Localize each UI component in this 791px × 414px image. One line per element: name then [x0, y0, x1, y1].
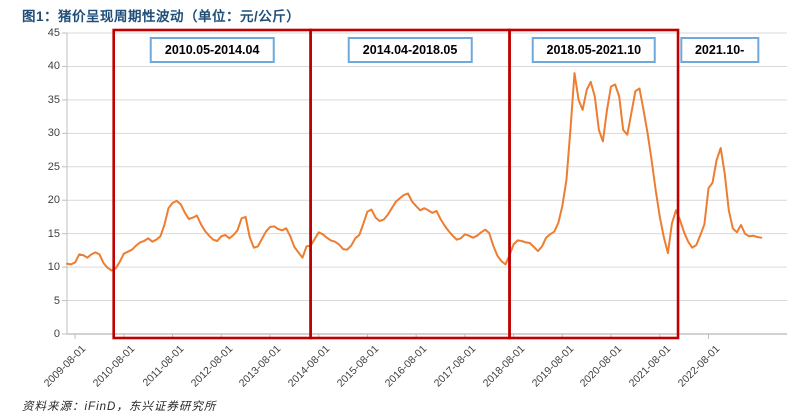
y-axis-label: 0	[53, 328, 60, 340]
cycle-box	[508, 28, 680, 340]
y-axis-label: 45	[47, 27, 60, 39]
y-axis-label: 5	[53, 294, 60, 307]
y-axis-label: 35	[47, 93, 60, 106]
figure-title: 图1：猪价呈现周期性波动（单位：元/公斤）	[22, 9, 301, 24]
y-axis-label: 25	[47, 160, 60, 173]
source-note: 资料来源：iFinD，东兴证券研究所	[22, 401, 217, 413]
y-axis-label: 40	[47, 60, 60, 73]
y-axis-label: 20	[47, 194, 60, 207]
cycle-box	[309, 28, 511, 340]
period-label-box: 2018.05-2021.10	[531, 37, 657, 63]
y-axis-label: 30	[47, 127, 60, 140]
y-axis-label: 15	[47, 227, 60, 240]
cycle-box	[112, 28, 312, 340]
pig-price-line	[66, 72, 763, 272]
y-axis-label: 10	[47, 261, 60, 274]
period-label-box: 2014.04-2018.05	[347, 37, 473, 63]
chart-canvas	[62, 28, 787, 340]
period-label-box: 2010.05-2014.04	[149, 37, 275, 63]
period-label-box: 2021.10-	[679, 37, 760, 63]
